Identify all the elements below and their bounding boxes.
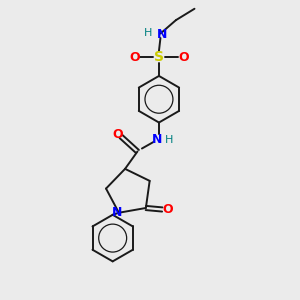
Text: O: O — [112, 128, 123, 141]
Text: H: H — [144, 28, 152, 38]
Text: N: N — [112, 206, 123, 219]
Text: N: N — [157, 28, 167, 40]
Text: S: S — [154, 50, 164, 64]
Text: O: O — [162, 203, 173, 216]
Text: H: H — [165, 135, 174, 145]
Text: N: N — [152, 133, 162, 146]
Text: O: O — [178, 51, 189, 64]
Text: O: O — [129, 51, 140, 64]
